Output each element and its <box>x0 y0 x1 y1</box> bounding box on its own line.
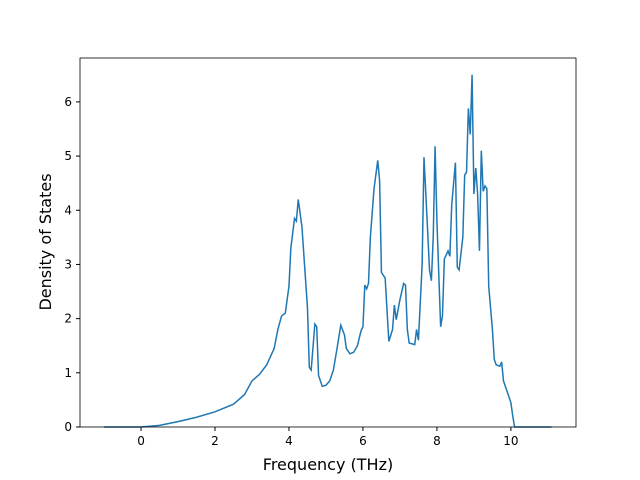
y-tick-label: 4 <box>64 203 72 217</box>
data-line <box>104 74 552 428</box>
y-axis-title: Density of States <box>36 173 55 310</box>
x-tick-label: 10 <box>503 434 518 448</box>
x-tick-label: 8 <box>433 434 441 448</box>
x-axis-title: Frequency (THz) <box>263 455 393 474</box>
x-tick-label: 6 <box>359 434 367 448</box>
y-tick-label: 5 <box>64 149 72 163</box>
y-tick-label: 0 <box>64 420 72 434</box>
plot-frame <box>79 57 577 428</box>
x-tick-label: 0 <box>137 434 145 448</box>
y-tick-label: 6 <box>64 95 72 109</box>
x-tick-label: 4 <box>285 434 293 448</box>
y-tick-label: 1 <box>64 366 72 380</box>
y-tick-label: 2 <box>64 312 72 326</box>
x-tick-label: 2 <box>211 434 219 448</box>
y-tick-label: 3 <box>64 257 72 271</box>
